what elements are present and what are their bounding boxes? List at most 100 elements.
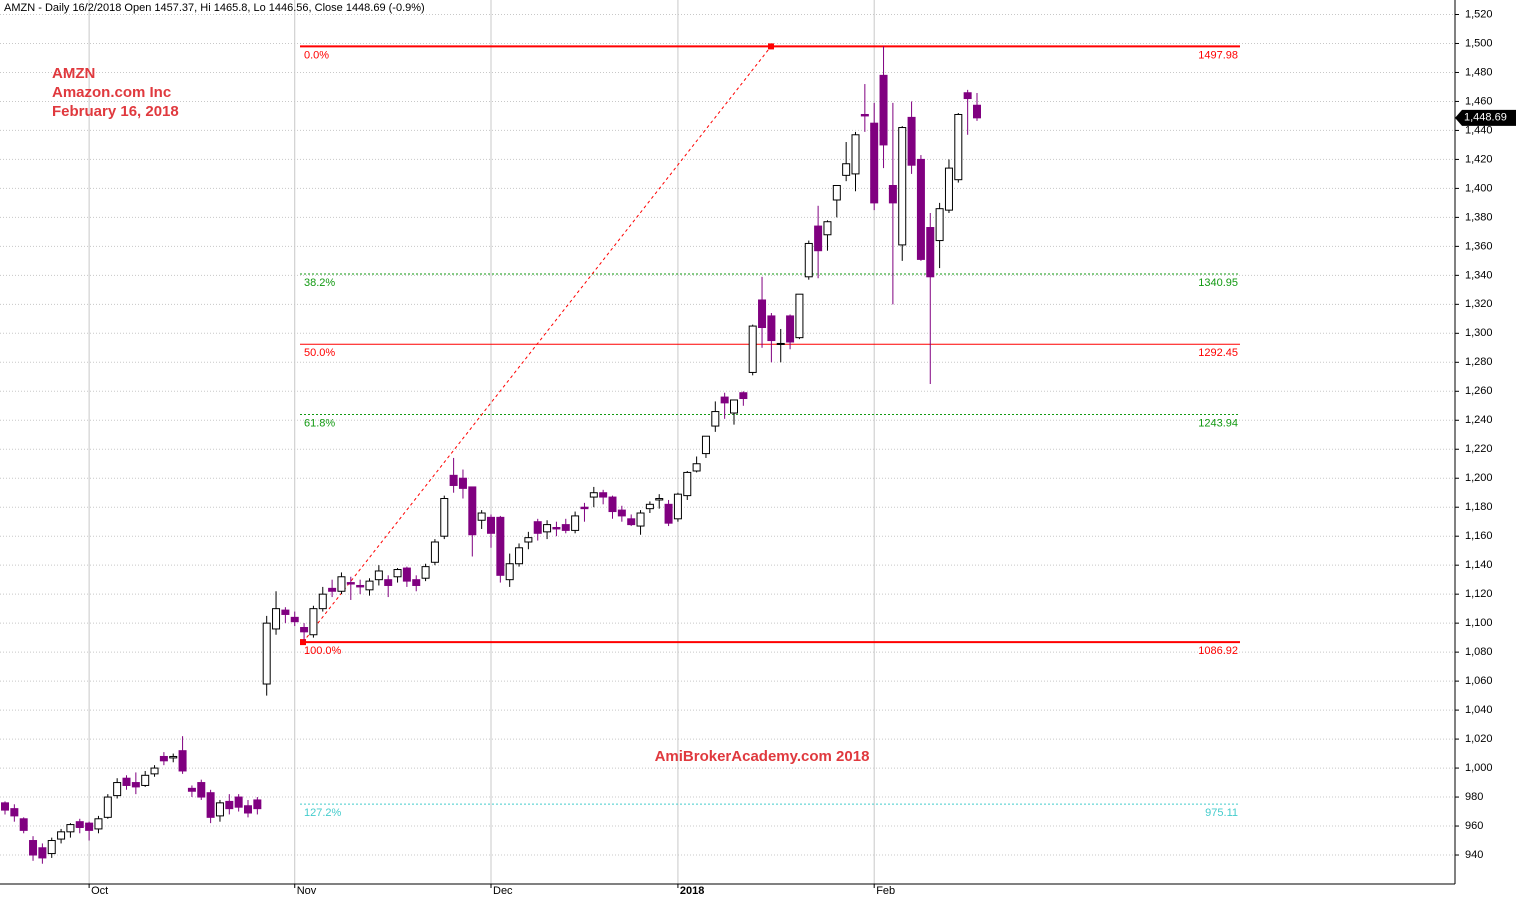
candle-body xyxy=(346,582,355,585)
y-tick-label: 1,020 xyxy=(1465,733,1493,745)
candle-body xyxy=(814,225,823,252)
candle-body xyxy=(365,580,374,591)
candle-body xyxy=(187,787,196,792)
y-tick-label: 1,420 xyxy=(1465,153,1493,165)
candle-body xyxy=(206,792,215,818)
candle-body xyxy=(655,498,664,501)
candle-body xyxy=(169,755,178,759)
candle-body xyxy=(758,299,767,329)
candle-body xyxy=(748,325,757,373)
candle-body xyxy=(178,750,187,772)
fib-value: 1086.92 xyxy=(1198,645,1238,657)
candle-body xyxy=(75,821,84,828)
trend-point xyxy=(768,43,774,50)
candle-body xyxy=(767,315,776,342)
x-tick-label: Nov xyxy=(297,885,317,897)
y-tick-label: 1,040 xyxy=(1465,704,1493,716)
y-tick-label: 1,480 xyxy=(1465,66,1493,78)
grid xyxy=(0,0,1455,884)
y-tick-label: 1,160 xyxy=(1465,530,1493,542)
candle-body xyxy=(935,208,944,242)
candle-body xyxy=(505,563,514,581)
candle-body xyxy=(29,840,38,856)
plot-area xyxy=(0,0,1455,884)
candle-body xyxy=(412,579,421,586)
watermark: AmiBrokerAcademy.com 2018 xyxy=(655,748,870,765)
candle-body xyxy=(944,167,953,211)
candle-body xyxy=(795,293,804,339)
y-tick-label: 1,120 xyxy=(1465,588,1493,600)
x-tick-label: 2018 xyxy=(680,885,704,897)
candle-body xyxy=(57,831,66,840)
candle-body xyxy=(786,315,795,343)
y-tick-label: 1,260 xyxy=(1465,385,1493,397)
candle-body xyxy=(458,477,467,489)
candle-body xyxy=(1,802,9,811)
candle-body xyxy=(85,822,94,831)
candle-body xyxy=(38,847,47,859)
candle-body xyxy=(113,782,122,797)
candle-body xyxy=(954,113,963,181)
candle-body xyxy=(393,569,402,578)
y-tick-label: 980 xyxy=(1465,791,1483,803)
y-tick-label: 1,200 xyxy=(1465,472,1493,484)
x-tick-label: Dec xyxy=(493,885,513,897)
y-tick-label: 1,240 xyxy=(1465,414,1493,426)
fib-label: 61.8% xyxy=(304,417,335,429)
candle-body xyxy=(309,608,318,636)
candle-body xyxy=(739,392,748,400)
candle-body xyxy=(776,342,785,345)
annotation: Amazon.com Inc xyxy=(52,84,171,101)
annotation: February 16, 2018 xyxy=(52,103,179,120)
candle-body xyxy=(487,516,495,534)
x-tick-label: Oct xyxy=(91,885,108,897)
candle-body xyxy=(627,518,636,526)
candle-body xyxy=(804,242,813,278)
candle-body xyxy=(870,122,879,204)
y-tick-label: 1,220 xyxy=(1465,443,1493,455)
candle-body xyxy=(701,435,710,455)
y-tick-label: 1,080 xyxy=(1465,646,1493,658)
candle-body xyxy=(272,608,281,630)
candle-body xyxy=(552,527,561,530)
candle-body xyxy=(10,808,19,817)
candle-body xyxy=(103,796,112,818)
candle-body xyxy=(47,840,56,855)
candle-body xyxy=(496,516,505,576)
candle-body xyxy=(711,411,720,427)
fib-value: 1497.98 xyxy=(1198,49,1238,61)
candle-body xyxy=(973,104,981,119)
y-tick-label: 1,300 xyxy=(1465,327,1493,339)
candle-body xyxy=(720,396,729,404)
last-price-box xyxy=(1455,109,1516,126)
candle-body xyxy=(664,503,673,524)
candle-body xyxy=(617,509,626,517)
candle-body xyxy=(281,609,290,615)
y-tick-label: 1,440 xyxy=(1465,124,1493,136)
y-tick-label: 1,380 xyxy=(1465,211,1493,223)
candle-body xyxy=(374,570,383,581)
y-tick-label: 1,320 xyxy=(1465,298,1493,310)
candle-body xyxy=(440,498,449,537)
x-tick-label: Feb xyxy=(876,885,895,897)
candle-body xyxy=(580,506,589,510)
fib-label: 0.0% xyxy=(304,49,329,61)
y-tick-label: 1,400 xyxy=(1465,182,1493,194)
candle-body xyxy=(599,492,608,498)
y-tick-label: 1,000 xyxy=(1465,762,1493,774)
candle-body xyxy=(823,221,832,236)
axes: 940 960 980 1,000 1,020 1,040 1,060 1,080 1,100 1… xyxy=(88,8,1516,897)
candle-body xyxy=(94,818,103,830)
candle-body xyxy=(215,802,224,817)
candle-body xyxy=(692,463,701,472)
candle-body xyxy=(150,767,159,775)
y-tick-label: 1,500 xyxy=(1465,37,1493,49)
candle-body xyxy=(19,818,28,831)
fib-label: 100.0% xyxy=(304,645,342,657)
candle-body xyxy=(449,474,458,486)
candle-body xyxy=(888,184,897,204)
header: AMZN - Daily 16/2/2018 Open 1457.37, Hi … xyxy=(4,2,425,14)
candle-body xyxy=(430,541,439,563)
candles xyxy=(1,46,981,864)
